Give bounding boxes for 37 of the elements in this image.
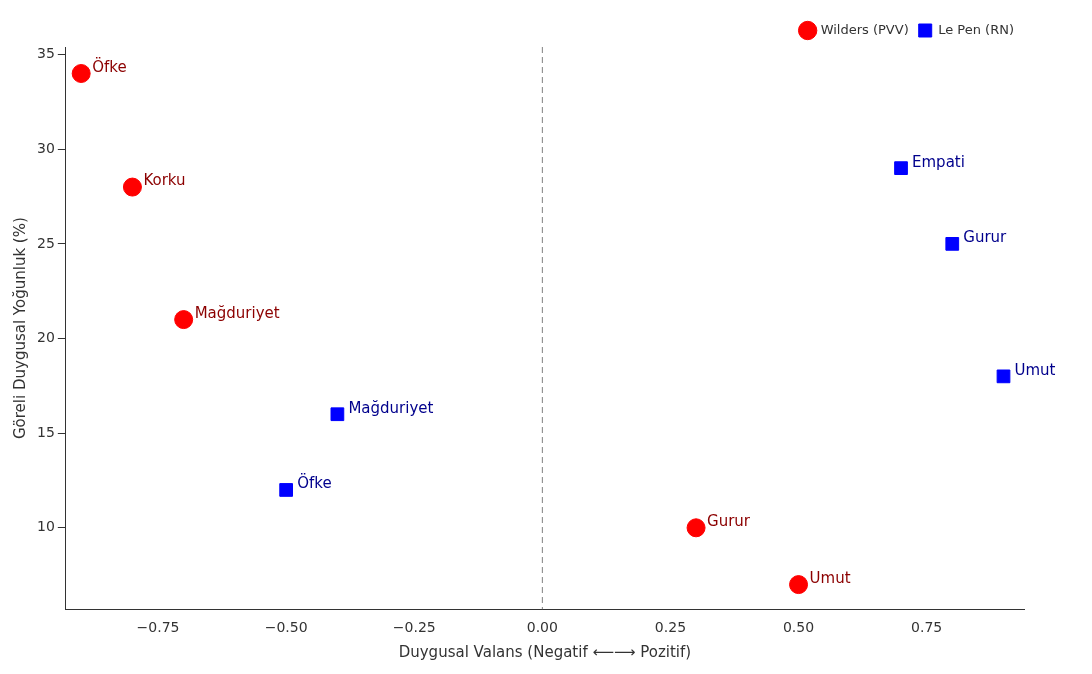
x-tick-label: −0.50: [264, 619, 308, 636]
point: [71, 64, 91, 83]
y-axis-title: Göreli Duygusal Yoğunluk (%): [10, 217, 29, 440]
x-tick-label: −0.75: [136, 619, 180, 636]
x-tick-label: 0.00: [526, 619, 558, 636]
annotation: Öfke: [92, 56, 127, 76]
y-tick-label: 30: [36, 139, 55, 156]
y-tick-label: 15: [36, 423, 55, 440]
annotation: Öfke: [297, 473, 332, 493]
annotation: Mağduriyet: [194, 303, 280, 322]
y-tick-label: 35: [36, 45, 55, 62]
annotation: Gurur: [963, 228, 1008, 247]
y-tick-label: 25: [36, 234, 55, 251]
x-tick-label: −0.25: [392, 619, 436, 636]
annotation: Mağduriyet: [348, 398, 434, 417]
annotation: Korku: [143, 171, 186, 190]
x-tick-label: 0.50: [782, 619, 815, 636]
x-tick-label: 0.75: [911, 619, 943, 636]
point: [330, 407, 345, 422]
point: [122, 177, 142, 197]
point: [996, 369, 1011, 384]
point: [894, 161, 908, 176]
legend-label: Wilders (PVV): [820, 21, 909, 37]
point: [789, 575, 809, 595]
point: [279, 483, 294, 497]
annotation: Gurur: [707, 512, 751, 531]
y-tick-label: 20: [36, 329, 55, 346]
legend-label: Le Pen (RN): [938, 21, 1015, 37]
x-axis-title: Duygusal Valans (Negatif ⟵⟶ Pozitif): [398, 642, 692, 661]
annotation: Umut: [809, 568, 851, 587]
point: [686, 518, 706, 538]
annotation: Empati: [912, 152, 965, 171]
annotation: Umut: [1014, 360, 1056, 379]
point: [174, 310, 194, 330]
x-tick-label: 0.25: [654, 619, 687, 636]
point: [945, 237, 960, 251]
y-tick-label: 10: [36, 518, 55, 535]
